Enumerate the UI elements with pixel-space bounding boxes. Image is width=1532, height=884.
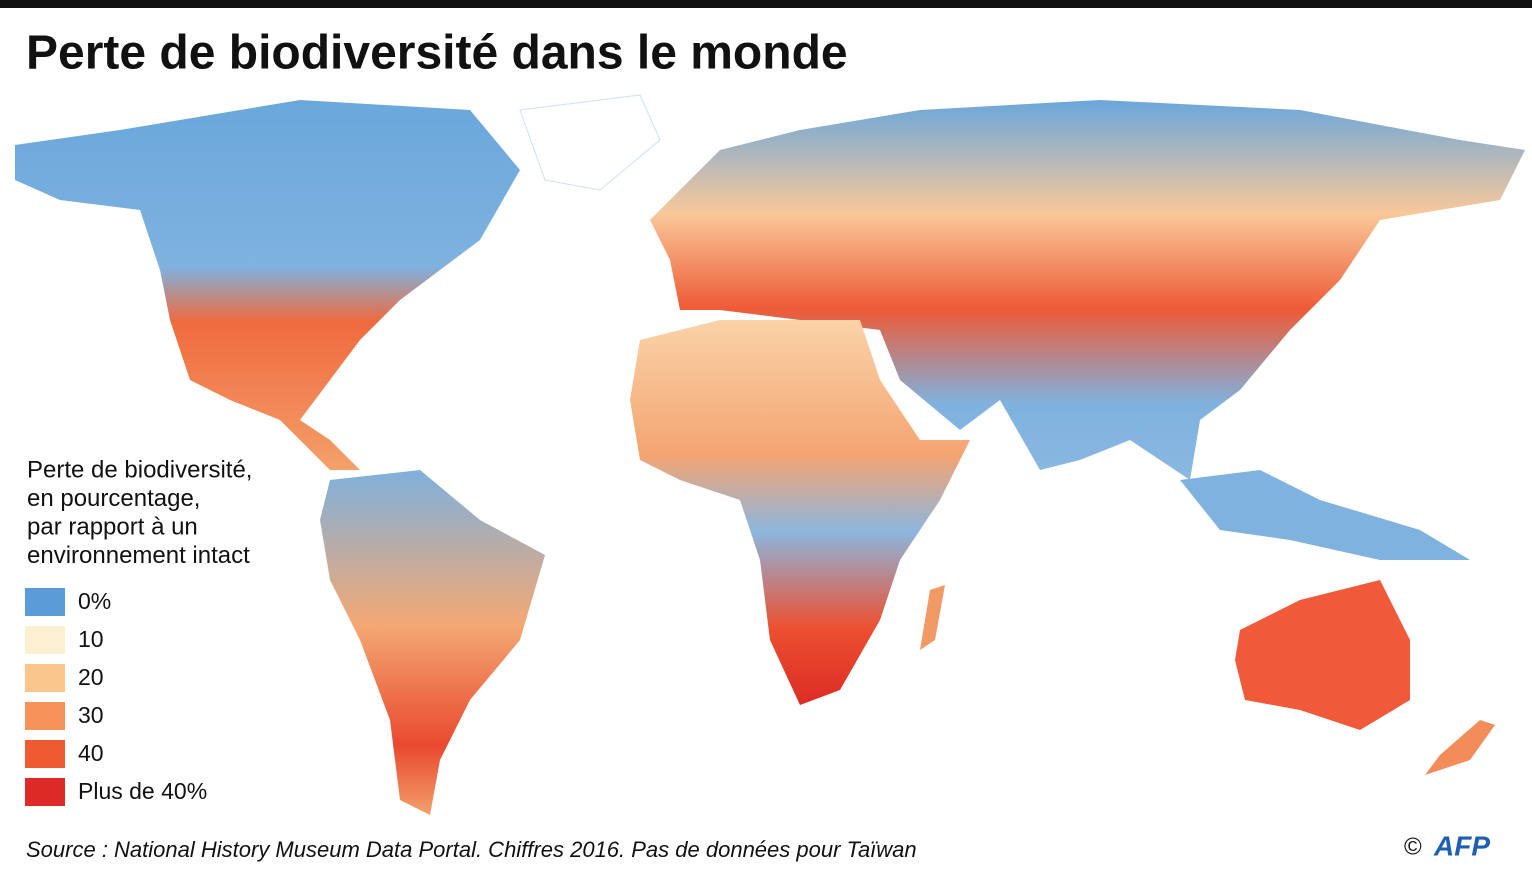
new-zealand xyxy=(1425,720,1495,775)
legend-swatch xyxy=(25,664,65,692)
southeast-asia xyxy=(1180,470,1470,560)
legend-label: 40 xyxy=(78,740,104,766)
legend-title: Perte de biodiversité, xyxy=(27,456,252,483)
africa xyxy=(630,320,970,705)
legend-label: 30 xyxy=(78,702,104,728)
copyright: © xyxy=(1404,833,1422,860)
north-america xyxy=(15,100,520,470)
legend-label: Plus de 40% xyxy=(78,778,207,804)
legend-label: 0% xyxy=(78,588,111,614)
legend-title: par rapport à un xyxy=(27,513,198,540)
legend-swatch xyxy=(25,626,65,654)
madagascar xyxy=(920,585,945,650)
legend-title: en pourcentage, xyxy=(27,485,200,512)
south-america xyxy=(320,470,545,815)
legend-label: 20 xyxy=(78,664,104,690)
legend-swatch xyxy=(25,778,65,806)
top-bar xyxy=(0,0,1532,8)
legend-label: 10 xyxy=(78,626,104,652)
legend-title: environnement intact xyxy=(27,542,250,569)
legend-swatch xyxy=(25,702,65,730)
legend-swatch xyxy=(25,740,65,768)
title: Perte de biodiversité dans le monde xyxy=(26,27,848,80)
eurasia xyxy=(650,100,1525,480)
legend: Perte de biodiversité,en pourcentage,par… xyxy=(25,456,252,806)
world-map xyxy=(15,94,1525,815)
source: Source : National History Museum Data Po… xyxy=(26,837,917,862)
logo: AFP xyxy=(1433,830,1490,861)
australia xyxy=(1235,580,1410,730)
legend-swatch xyxy=(25,588,65,616)
greenland xyxy=(519,94,661,191)
